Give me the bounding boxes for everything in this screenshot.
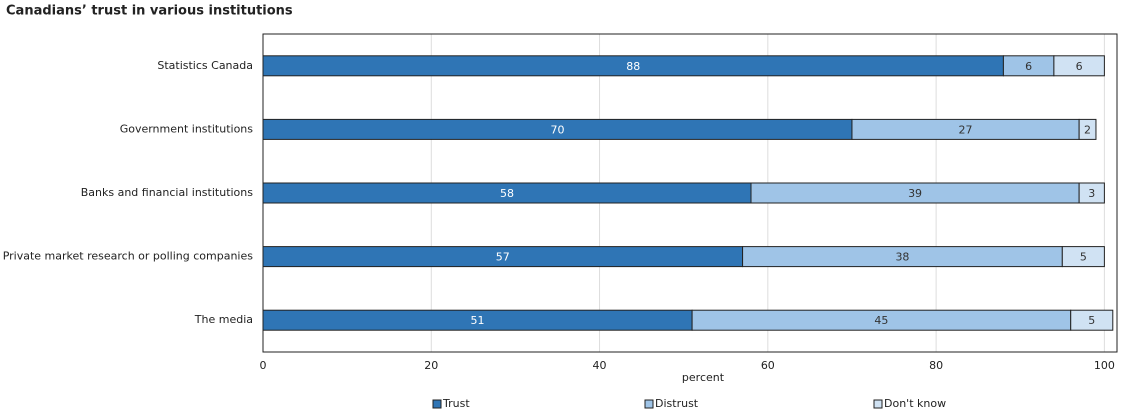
value-label: 5 bbox=[1088, 314, 1095, 327]
value-label: 58 bbox=[500, 187, 514, 200]
x-axis-label: percent bbox=[682, 371, 725, 384]
value-label: 5 bbox=[1080, 251, 1087, 264]
value-label: 51 bbox=[471, 314, 485, 327]
legend-label: Trust bbox=[442, 397, 470, 410]
bar-segment bbox=[1078, 182, 1105, 204]
legend-swatch bbox=[644, 399, 654, 409]
value-label: 2 bbox=[1084, 123, 1091, 136]
value-label: 6 bbox=[1025, 60, 1032, 73]
value-label: 6 bbox=[1076, 60, 1083, 73]
y-tick-label: Private market research or polling compa… bbox=[3, 250, 254, 263]
value-label: 38 bbox=[895, 251, 909, 264]
x-tick-label: 40 bbox=[593, 359, 607, 372]
value-label: 88 bbox=[626, 60, 640, 73]
bar-segment bbox=[1061, 246, 1105, 268]
y-tick-label: The media bbox=[194, 313, 253, 326]
legend-label: Don't know bbox=[884, 397, 946, 410]
value-label: 57 bbox=[496, 251, 510, 264]
bar-segment bbox=[1078, 118, 1097, 140]
value-label: 39 bbox=[908, 187, 922, 200]
y-tick-label: Banks and financial institutions bbox=[81, 186, 254, 199]
legend-label: Distrust bbox=[655, 397, 699, 410]
bar-segment bbox=[1053, 55, 1105, 77]
y-tick-label: Government institutions bbox=[120, 122, 254, 135]
value-label: 3 bbox=[1088, 187, 1095, 200]
x-tick-label: 100 bbox=[1094, 359, 1115, 372]
x-tick-label: 60 bbox=[761, 359, 775, 372]
value-label: 70 bbox=[550, 123, 564, 136]
legend-swatch bbox=[432, 399, 442, 409]
legend-swatch bbox=[873, 399, 883, 409]
x-tick-label: 80 bbox=[929, 359, 943, 372]
x-tick-label: 0 bbox=[260, 359, 267, 372]
y-tick-label: Statistics Canada bbox=[157, 59, 253, 72]
bar-segment bbox=[1070, 309, 1114, 331]
x-tick-label: 20 bbox=[424, 359, 438, 372]
chart-title: Canadians’ trust in various institutions bbox=[6, 4, 293, 19]
value-label: 45 bbox=[874, 314, 888, 327]
value-label: 27 bbox=[959, 123, 973, 136]
